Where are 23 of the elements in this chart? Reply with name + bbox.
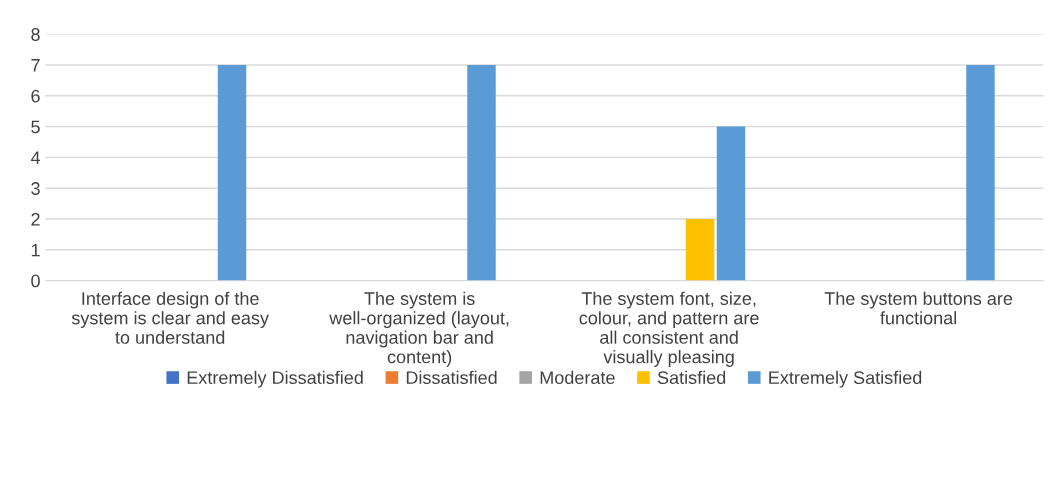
bar: [217, 64, 247, 281]
y-tick-label: 1: [31, 243, 40, 257]
y-tick-label: 3: [31, 182, 40, 195]
x-tick-label: The system buttons are functional: [824, 291, 1013, 325]
y-tick-label: 8: [31, 28, 40, 41]
y-tick-label: 6: [31, 89, 40, 103]
y-tick-label: 4: [30, 151, 41, 164]
bar: [966, 64, 995, 281]
legend-label: Extremely Dissatisfied: [187, 370, 363, 388]
y-tick-label: 0: [31, 274, 40, 288]
y-tick-label: 2: [31, 212, 40, 226]
bar: [467, 64, 496, 281]
x-tick-label: Interface design of the system is clear and easy to understand: [71, 291, 269, 344]
legend-label: Dissatisfied: [406, 370, 497, 385]
bar: [716, 126, 746, 281]
legend-label: Satisfied: [657, 370, 726, 385]
legend-label: Extremely Satisfied: [769, 370, 922, 388]
x-tick-label: The system font, size, colour, and pattern are all consistent and visually pleasing: [579, 291, 759, 367]
legend-label: Moderate: [540, 370, 615, 385]
y-tick-label: 7: [31, 59, 40, 72]
y-tick-label: 5: [31, 120, 40, 134]
x-tick-label: The system is well-organized (layout, navigation bar and content): [329, 291, 509, 367]
bar: [685, 218, 715, 281]
